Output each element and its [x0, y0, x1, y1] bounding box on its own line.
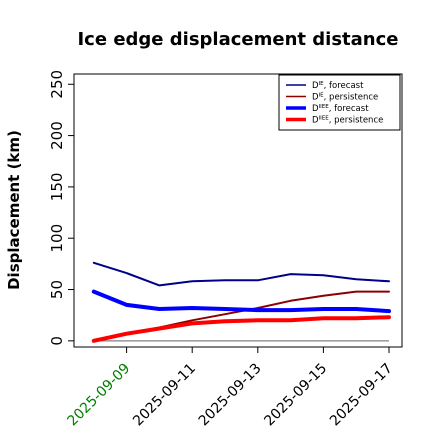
series-line-1: [92, 261, 390, 287]
y-tick-label: 0: [48, 336, 66, 346]
x-tick-label: 2025-09-09: [65, 361, 134, 430]
chart-title: Ice edge displacement distance: [77, 29, 398, 50]
series-line-4: [91, 315, 391, 343]
y-tick-label: 50: [48, 280, 66, 299]
legend-label-1: DIE, forecast: [312, 81, 364, 91]
y-tick-label: 100: [48, 224, 66, 253]
y-tick-label: 200: [48, 121, 66, 150]
x-tick-label: 2025-09-15: [261, 361, 330, 430]
x-tick-label: 2025-09-17: [327, 361, 396, 430]
plot-layer: [91, 261, 391, 343]
y-tick-label: 250: [48, 70, 66, 99]
y-tick-label: 150: [48, 173, 66, 202]
legend-label-2: DIE, persistence: [312, 93, 378, 103]
plot-frame: [73, 73, 403, 348]
x-tick-label: 2025-09-13: [196, 361, 265, 430]
legend-label-3: DIIEE, forecast: [312, 104, 369, 114]
series-line-3: [91, 289, 391, 314]
legend-label-4: DIIEE, persistence: [312, 116, 383, 126]
x-tick-label: 2025-09-11: [130, 361, 199, 430]
y-axis-label: Displacement (km): [5, 130, 23, 290]
